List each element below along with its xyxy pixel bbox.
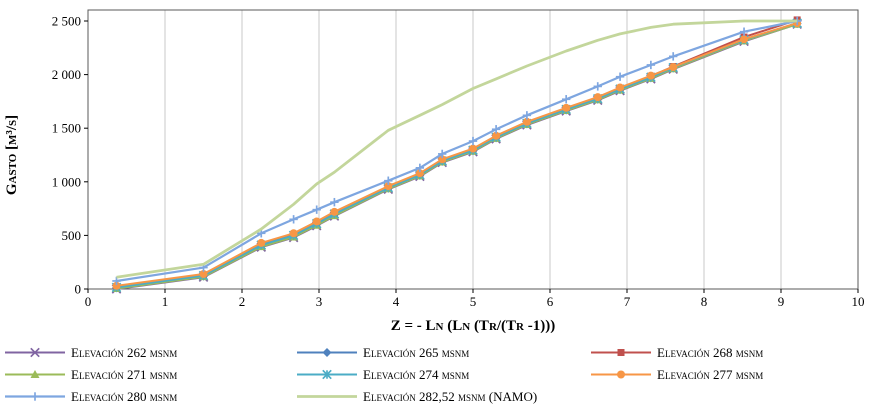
chart-plot-area: Z = - Ln (Ln (Tr/(Tr -1))) Gasto [m³/s] … [4,9,865,334]
axis-ticks-and-labels: 0 1 2 3 4 5 6 7 8 9 10 0 500 1 000 1 500 2 000 2 500 [52,14,865,310]
x-tick-label: 3 [316,294,323,309]
legend-item-elevacion-268: Elevación 268 msnm [590,342,876,363]
y-tick-label: 500 [62,228,82,243]
x-tick-label: 9 [778,294,785,309]
legend-label: Elevación 265 msnm [363,344,470,360]
x-tick-label: 6 [547,294,554,309]
y-tick-label: 2 000 [52,67,81,82]
y-tick-label: 0 [75,282,82,297]
legend-item-elevacion-274: Elevación 274 msnm [296,364,590,385]
legend-marker-triangle [5,370,65,378]
legend-item-elevacion-271: Elevación 271 msnm [4,364,296,385]
x-tick-label: 1 [162,294,169,309]
legend-label: Elevación 274 msnm [363,366,470,382]
legend-marker-square [591,349,651,356]
legend-item-elevacion-265: Elevación 265 msnm [296,342,590,363]
legend-marker-circle [591,370,651,379]
series-elevaci-n-277-msnm [112,19,802,290]
legend-marker-plus [5,392,65,401]
y-tick-label: 1 500 [52,121,81,136]
legend-marker-x [5,347,65,358]
series-elevaci-n-280-msnm [112,16,802,286]
legend-item-elevacion-277: Elevación 277 msnm [590,364,876,385]
legend-label: Elevación 277 msnm [657,366,764,382]
legend-label: Elevación 282,52 msnm (NAMO) [363,388,538,404]
x-tick-label: 10 [852,294,865,309]
legend-item-elevacion-282-52-namo: Elevación 282,52 msnm (NAMO) [296,386,590,407]
x-tick-label: 8 [701,294,708,309]
x-tick-label: 7 [624,294,631,309]
legend-label: Elevación 262 msnm [71,344,178,360]
x-tick-label: 2 [239,294,246,309]
x-tick-label: 5 [470,294,477,309]
series-elevaci-n-282-52-msnm-namo- [116,19,798,279]
y-axis-title: Gasto [m³/s] [4,115,20,195]
legend-marker-star [297,369,357,380]
y-tick-label: 1 000 [52,174,81,189]
legend-item-elevacion-262: Elevación 262 msnm [4,342,296,363]
legend-label: Elevación 280 msnm [71,388,178,404]
x-tick-label: 4 [393,294,400,309]
x-tick-label: 0 [85,294,92,309]
legend-marker-diamond [297,348,357,357]
legend-label: Elevación 268 msnm [657,344,764,360]
legend-item-elevacion-280: Elevación 280 msnm [4,386,296,407]
x-axis-title: Z = - Ln (Ln (Tr/(Tr -1))) [391,318,555,334]
y-tick-label: 2 500 [52,14,81,29]
chart-legend: Elevación 262 msnm Elevación 265 msnm El… [0,342,876,407]
legend-marker-line [297,395,357,398]
legend-label: Elevación 271 msnm [71,366,178,382]
